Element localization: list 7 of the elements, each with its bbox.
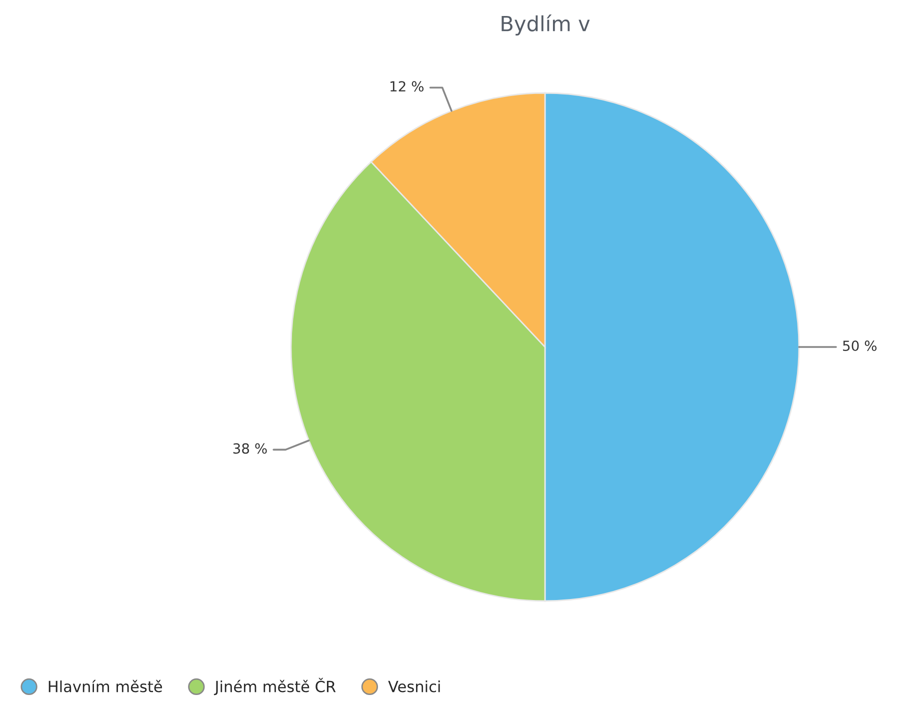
chart-title: Bydlím v bbox=[502, 14, 590, 36]
data-label: 38 % bbox=[233, 443, 267, 454]
data-label: 50 % bbox=[843, 340, 877, 352]
legend-label: Hlavním městě bbox=[48, 680, 162, 692]
data-label: 12 % bbox=[390, 81, 424, 92]
legend-label: Jiném městě ČR bbox=[214, 678, 336, 696]
legend-label: Vesnici bbox=[388, 680, 440, 692]
